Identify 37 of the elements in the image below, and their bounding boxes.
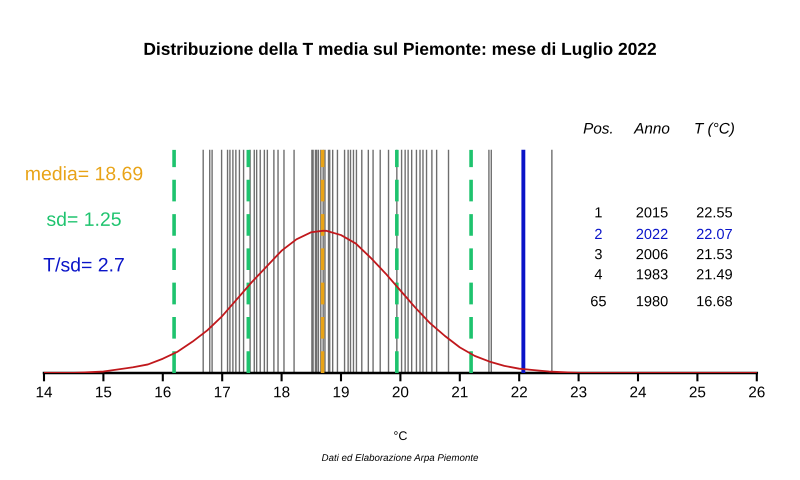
- annotation: 65: [591, 296, 606, 306]
- x-tick-label: 17: [214, 386, 230, 398]
- annotation: 4: [594, 269, 602, 280]
- annotation: 1983: [636, 269, 668, 280]
- annotation: 2022: [636, 228, 668, 240]
- annotation: 2006: [636, 248, 668, 260]
- x-tick-label: 14: [36, 386, 52, 398]
- annotation: 2: [595, 228, 602, 239]
- text: Pos.: [584, 123, 612, 134]
- x-tick-label: 22: [511, 386, 527, 398]
- annotation: 21.49: [696, 269, 732, 280]
- chart-title: Distribuzione della T media sul Piemonte: mese di Luglio 2022: [144, 42, 656, 59]
- text: sd= 1.25: [46, 212, 121, 226]
- text: 22.55: [696, 207, 732, 218]
- x-tick-label: 26: [749, 386, 765, 398]
- x-axis-title: °C: [394, 431, 407, 440]
- annotation: 16.68: [697, 296, 732, 306]
- text: T (°C): [695, 122, 734, 137]
- x-tick-label: 23: [570, 386, 586, 398]
- x-tick-label: 24: [630, 386, 646, 398]
- annotation: 1980: [636, 296, 668, 306]
- annotation: 3: [594, 248, 602, 260]
- annotation: 22.07: [696, 228, 732, 240]
- annotation: 21.53: [696, 248, 732, 260]
- x-tick-label: 18: [274, 386, 290, 398]
- x-tick-label: 25: [690, 386, 706, 398]
- x-tick-label: 19: [334, 386, 349, 398]
- annotation: T/sd= 2.7: [44, 257, 124, 272]
- x-tick-label: 20: [392, 386, 408, 398]
- text: 1: [595, 207, 602, 218]
- x-tick-label: 15: [96, 386, 112, 398]
- text: Anno: [633, 123, 670, 134]
- text: media= 18.69: [26, 166, 142, 180]
- x-tick-label: 16: [155, 386, 171, 398]
- text: 2015: [636, 207, 668, 218]
- x-tick-label: 21: [452, 386, 468, 398]
- text: Dati ed Elaborazione Arpa Piemonte: [322, 454, 478, 463]
